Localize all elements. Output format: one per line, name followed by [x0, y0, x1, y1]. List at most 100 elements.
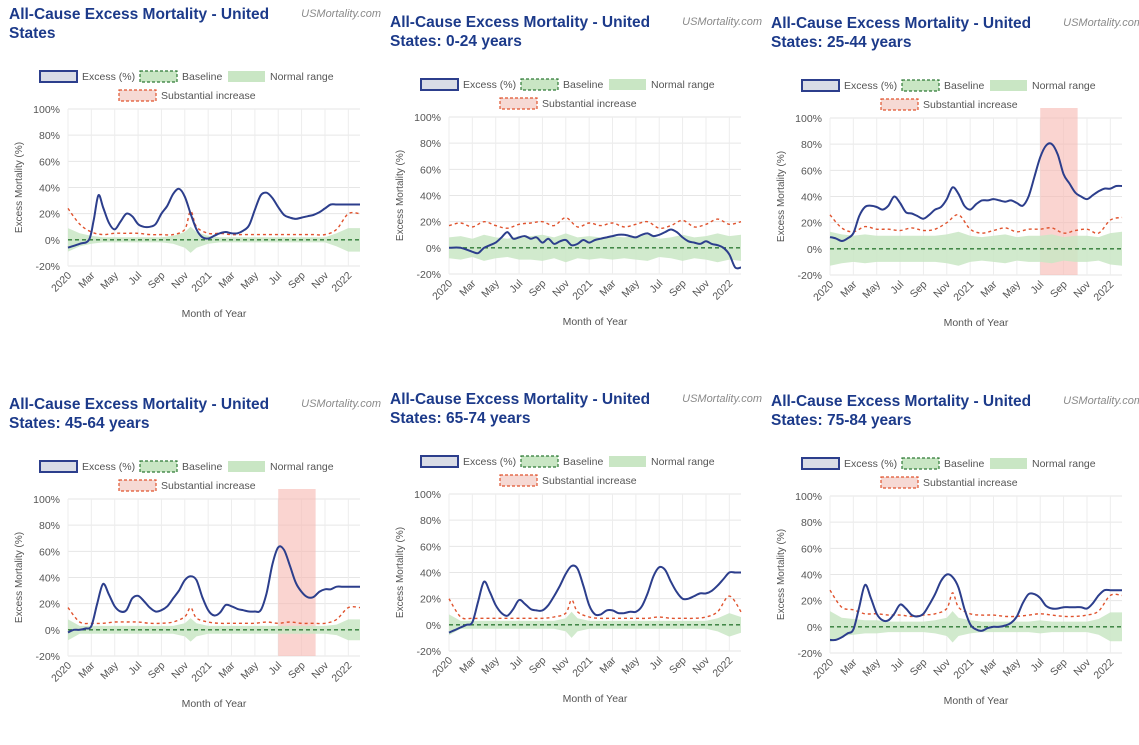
normal-range-band	[68, 618, 360, 642]
chart-title: All-Cause Excess Mortality - United Stat…	[771, 393, 1032, 429]
x-axis-title: Month of Year	[944, 695, 1009, 707]
x-tick-label: Jul	[888, 279, 906, 297]
x-tick-label: 2020	[811, 657, 836, 682]
y-tick-label: 80%	[420, 515, 441, 527]
source-label[interactable]: USMortality.com	[682, 16, 762, 28]
legend-excess-swatch	[39, 70, 78, 83]
y-tick-label: 20%	[39, 209, 60, 221]
source-label[interactable]: USMortality.com	[1063, 395, 1139, 407]
legend-normal-range-swatch	[609, 456, 646, 467]
x-tick-label: Mar	[216, 659, 238, 681]
legend-baseline-swatch	[520, 78, 559, 91]
x-tick-label: 2021	[570, 655, 595, 680]
x-tick-label: May	[98, 269, 121, 292]
x-tick-label: Jul	[888, 657, 906, 675]
x-tick-label: Mar	[76, 659, 98, 681]
x-tick-label: 2021	[951, 279, 976, 304]
x-tick-label: Jul	[266, 270, 284, 288]
x-tick-label: Jul	[126, 270, 144, 288]
y-axis: 100% 80% 60% 40% 20% 0% -20%	[795, 113, 822, 282]
y-tick-label: 60%	[801, 165, 822, 177]
legend-baseline-label: Baseline	[182, 461, 222, 473]
source-label[interactable]: USMortality.com	[682, 393, 762, 405]
y-axis: 100% 80% 60% 40% 20% 0% -20%	[33, 494, 60, 663]
y-axis-title: Excess Mortality (%)	[395, 527, 406, 618]
x-tick-label: Nov	[309, 659, 331, 681]
y-tick-label: 100%	[414, 489, 441, 501]
legend-baseline-label: Baseline	[944, 80, 984, 92]
y-tick-label: 20%	[801, 596, 822, 608]
chart-title: All-Cause Excess Mortality - United Stat…	[390, 14, 651, 50]
excess-line	[67, 545, 360, 634]
substantial-increase-line	[448, 595, 742, 620]
x-tick-label: Nov	[309, 269, 331, 291]
x-axis-title: Month of Year	[563, 693, 628, 705]
normal-range-band	[68, 226, 360, 253]
y-tick-label: 0%	[807, 244, 822, 256]
y-tick-label: -20%	[416, 646, 441, 658]
x-tick-label: Sep	[527, 655, 549, 677]
legend-substantial-swatch	[118, 479, 157, 492]
legend-baseline-label: Baseline	[563, 79, 603, 91]
x-tick-label: Nov	[550, 277, 572, 299]
x-tick-label: May	[239, 269, 262, 292]
legend-normal-range-swatch	[609, 79, 646, 90]
legend: Excess (%) Baseline Normal range Substantia…	[801, 79, 1096, 111]
y-axis: 100% 80% 60% 40% 20% 0% -20%	[795, 491, 822, 660]
x-tick-label: Mar	[838, 278, 860, 300]
x-tick-label: 2022	[329, 270, 354, 295]
legend: Excess (%) Baseline Normal range Substantia…	[420, 455, 715, 487]
y-tick-label: 40%	[801, 192, 822, 204]
legend-substantial-swatch	[880, 98, 919, 111]
y-tick-label: 0%	[426, 243, 441, 255]
source-label[interactable]: USMortality.com	[1063, 17, 1139, 29]
excess-line	[829, 573, 1122, 642]
y-tick-label: 60%	[420, 164, 441, 176]
legend-excess-label: Excess (%)	[82, 71, 135, 83]
y-tick-label: 0%	[45, 625, 60, 637]
chart-svg: Excess (%) Baseline Normal range Substantia…	[395, 78, 742, 328]
x-tick-label: May	[239, 659, 262, 682]
substantial-increase-line	[448, 217, 742, 230]
normal-range-band	[830, 611, 1122, 643]
legend-normal-range-swatch	[990, 458, 1027, 469]
y-tick-label: 100%	[33, 494, 60, 506]
y-tick-label: 100%	[414, 112, 441, 124]
y-tick-label: 80%	[39, 520, 60, 532]
x-tick-label: Sep	[146, 270, 168, 292]
x-tick-label: 2020	[430, 655, 455, 680]
legend-excess-swatch	[420, 455, 459, 468]
x-tick-label: May	[620, 654, 643, 677]
excess-line	[67, 187, 360, 249]
y-tick-label: 100%	[33, 104, 60, 116]
x-tick-label: Nov	[931, 656, 953, 678]
legend: Excess (%) Baseline Normal range Substantia…	[39, 70, 334, 102]
x-tick-label: Sep	[1048, 657, 1070, 679]
chart-panel-0-24: All-Cause Excess Mortality - United Stat…	[390, 13, 762, 363]
substantial-increase-line	[67, 207, 361, 236]
x-tick-label: Sep	[527, 278, 549, 300]
x-tick-label: Sep	[146, 660, 168, 682]
legend-normal-range-label: Normal range	[270, 461, 334, 473]
chart-panel-all-ages: All-Cause Excess Mortality - United Stat…	[9, 5, 381, 355]
source-label[interactable]: USMortality.com	[301, 8, 381, 20]
legend-substantial-swatch	[118, 89, 157, 102]
y-axis-title: Excess Mortality (%)	[14, 532, 25, 623]
excess-line	[448, 228, 742, 270]
source-label[interactable]: USMortality.com	[301, 398, 381, 410]
x-tick-label: 2021	[951, 657, 976, 682]
x-tick-label: 2021	[189, 660, 214, 685]
chart-panel-65-74: All-Cause Excess Mortality - United Stat…	[390, 390, 762, 740]
x-tick-label: Nov	[169, 269, 191, 291]
x-tick-label: Mar	[457, 277, 479, 299]
chart-title: All-Cause Excess Mortality - United Stat…	[771, 15, 1032, 51]
x-tick-label: 2021	[189, 270, 214, 295]
legend-excess-label: Excess (%)	[844, 80, 897, 92]
x-tick-label: 2022	[710, 655, 735, 680]
x-tick-label: May	[860, 656, 883, 679]
legend-substantial-label: Substantial increase	[161, 90, 256, 102]
